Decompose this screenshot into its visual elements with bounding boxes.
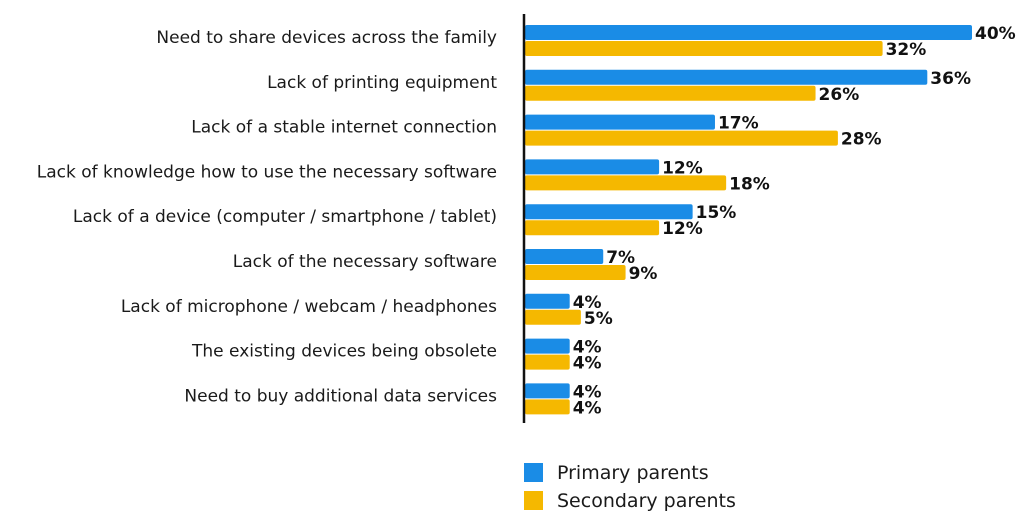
- legend: Primary parents Secondary parents: [524, 462, 736, 512]
- value-label: 9%: [629, 264, 658, 284]
- bar-secondary: [525, 130, 838, 146]
- value-label: 4%: [573, 398, 602, 418]
- bar-secondary: [525, 399, 570, 415]
- bar-primary: [525, 114, 715, 130]
- legend-label: Secondary parents: [557, 490, 736, 511]
- value-label: 4%: [573, 293, 602, 313]
- bar-secondary: [525, 354, 570, 370]
- legend-swatch: [524, 491, 543, 510]
- legend-swatch: [524, 463, 543, 482]
- value-label: 26%: [819, 85, 860, 105]
- bar-primary: [525, 69, 928, 85]
- bar-secondary: [525, 175, 727, 191]
- bar-primary: [525, 338, 570, 354]
- bar-secondary: [525, 41, 883, 56]
- category-label: Lack of a stable internet connection: [191, 118, 497, 138]
- bar-primary: [525, 25, 972, 40]
- bar-secondary: [525, 265, 626, 280]
- value-label: 17%: [718, 114, 759, 134]
- value-label: 12%: [662, 219, 703, 239]
- category-label: Lack of a device (computer / smartphone …: [73, 207, 497, 227]
- bar-secondary: [525, 85, 816, 101]
- bar-secondary: [525, 309, 581, 325]
- value-label: 4%: [573, 338, 602, 358]
- bar-secondary: [525, 220, 660, 236]
- category-label: Need to share devices across the family: [156, 28, 497, 48]
- value-label: 12%: [662, 158, 703, 178]
- bar-primary: [525, 204, 693, 220]
- value-label: 15%: [696, 203, 737, 223]
- category-label: Need to buy additional data services: [184, 386, 497, 406]
- value-labels: 40%32%36%26%17%28%12%18%15%12%7%9%4%5%4%…: [573, 24, 1016, 418]
- bar-primary: [525, 249, 604, 264]
- value-label: 36%: [930, 69, 971, 89]
- value-label: 4%: [573, 382, 602, 402]
- bar-primary: [525, 383, 570, 399]
- category-label: Lack of knowledge how to use the necessa…: [37, 162, 497, 182]
- category-label: Lack of printing equipment: [267, 73, 497, 93]
- bar-primary: [525, 293, 570, 309]
- value-label: 28%: [841, 130, 882, 150]
- bars-layer: [525, 25, 972, 415]
- bar-primary: [525, 159, 660, 175]
- category-label: Lack of microphone / webcam / headphones: [121, 297, 497, 317]
- value-label: 32%: [886, 40, 927, 60]
- category-labels: Need to share devices across the family L…: [37, 28, 498, 406]
- value-label: 4%: [573, 354, 602, 374]
- value-label: 18%: [729, 174, 770, 194]
- category-label: The existing devices being obsolete: [191, 342, 497, 362]
- value-label: 7%: [606, 248, 635, 268]
- value-label: 5%: [584, 309, 613, 329]
- value-label: 40%: [975, 24, 1016, 44]
- category-label: Lack of the necessary software: [233, 252, 497, 272]
- legend-label: Primary parents: [557, 462, 709, 484]
